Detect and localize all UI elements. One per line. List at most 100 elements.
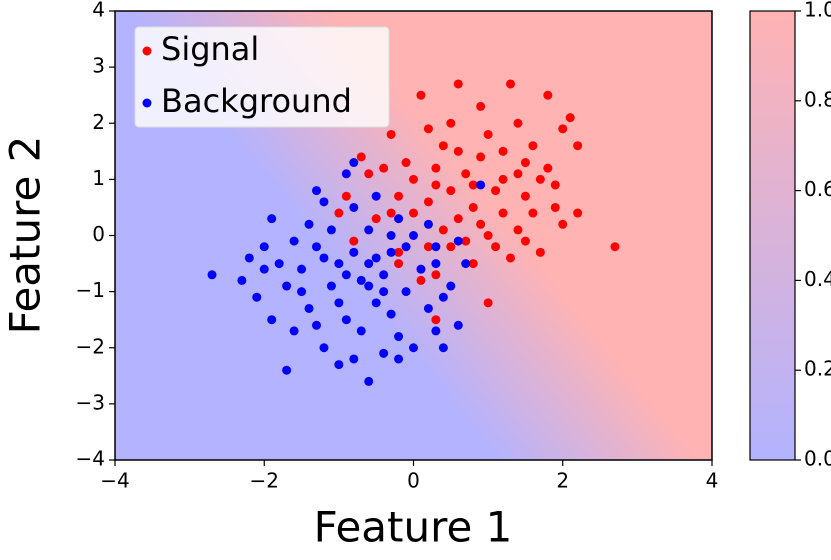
point bbox=[483, 298, 493, 308]
point bbox=[207, 270, 217, 280]
point bbox=[341, 270, 351, 280]
point bbox=[356, 275, 366, 285]
point bbox=[319, 343, 329, 353]
legend-marker bbox=[142, 46, 152, 56]
point bbox=[446, 281, 456, 291]
colorbar bbox=[749, 10, 796, 461]
point bbox=[468, 259, 478, 269]
point bbox=[304, 303, 314, 313]
point bbox=[386, 247, 396, 257]
point bbox=[513, 225, 523, 235]
point bbox=[513, 169, 523, 179]
point bbox=[401, 287, 411, 297]
point bbox=[438, 343, 448, 353]
point bbox=[453, 236, 463, 246]
point bbox=[364, 259, 374, 269]
point bbox=[483, 231, 493, 240]
point bbox=[267, 315, 277, 325]
point bbox=[423, 303, 433, 313]
point bbox=[364, 169, 374, 179]
point bbox=[267, 214, 277, 224]
point bbox=[535, 247, 545, 257]
point bbox=[446, 186, 456, 196]
point bbox=[438, 225, 448, 235]
point bbox=[386, 309, 396, 319]
point bbox=[252, 292, 262, 302]
point bbox=[371, 253, 381, 263]
point bbox=[461, 259, 471, 269]
point bbox=[349, 354, 359, 364]
y-tick-label: −4 bbox=[76, 447, 105, 471]
point bbox=[401, 242, 411, 252]
point bbox=[506, 253, 516, 263]
point bbox=[528, 141, 538, 151]
point bbox=[520, 236, 530, 246]
point bbox=[431, 242, 441, 252]
y-tick-label: 3 bbox=[92, 54, 105, 78]
point bbox=[416, 264, 426, 274]
point bbox=[520, 191, 530, 201]
point bbox=[453, 79, 463, 89]
point bbox=[326, 281, 336, 291]
point bbox=[409, 208, 418, 218]
point bbox=[513, 118, 523, 128]
point bbox=[461, 236, 471, 246]
point bbox=[297, 287, 307, 297]
point bbox=[386, 129, 396, 139]
point bbox=[394, 259, 404, 269]
point bbox=[558, 124, 568, 134]
point bbox=[446, 242, 456, 252]
colorbar-tick-label: 0.8 bbox=[804, 87, 831, 111]
point bbox=[565, 113, 575, 123]
y-tick-label: 2 bbox=[92, 110, 105, 134]
x-tick-label: −4 bbox=[100, 469, 129, 493]
point bbox=[394, 191, 404, 201]
point bbox=[274, 259, 284, 269]
point bbox=[573, 141, 583, 151]
point bbox=[423, 219, 433, 229]
point bbox=[476, 180, 486, 190]
point bbox=[326, 225, 336, 235]
point bbox=[520, 158, 530, 168]
colorbar-tick-label: 1.0 bbox=[804, 0, 831, 22]
y-axis-label: Feature 2 bbox=[1, 136, 50, 335]
point bbox=[498, 174, 508, 184]
point bbox=[364, 281, 374, 291]
colorbar-tick-label: 0.2 bbox=[804, 357, 831, 381]
point bbox=[446, 118, 456, 128]
point bbox=[468, 202, 478, 212]
point bbox=[394, 214, 404, 224]
point bbox=[386, 231, 396, 240]
point bbox=[543, 90, 553, 100]
point bbox=[558, 219, 568, 229]
point bbox=[476, 101, 486, 111]
point bbox=[334, 298, 344, 308]
point bbox=[610, 242, 620, 252]
point bbox=[259, 264, 269, 274]
point bbox=[356, 326, 366, 336]
point bbox=[371, 191, 381, 201]
y-tick-label: −2 bbox=[76, 334, 105, 358]
point bbox=[379, 163, 389, 173]
point bbox=[423, 124, 433, 134]
point bbox=[334, 360, 344, 370]
point bbox=[431, 315, 441, 325]
colorbar-tick-label: 0.4 bbox=[804, 267, 831, 291]
point bbox=[498, 146, 508, 156]
point bbox=[476, 152, 486, 162]
x-axis-label: Feature 1 bbox=[314, 503, 513, 552]
point bbox=[341, 191, 351, 201]
x-tick-label: 2 bbox=[556, 469, 569, 493]
point bbox=[431, 259, 441, 269]
point bbox=[379, 348, 389, 358]
point bbox=[535, 174, 545, 184]
point bbox=[394, 354, 404, 364]
point bbox=[431, 180, 441, 190]
point bbox=[349, 202, 359, 212]
point bbox=[311, 320, 321, 330]
point bbox=[379, 287, 389, 297]
point bbox=[491, 242, 501, 252]
point bbox=[409, 343, 418, 353]
point bbox=[371, 214, 381, 224]
point bbox=[364, 225, 374, 235]
